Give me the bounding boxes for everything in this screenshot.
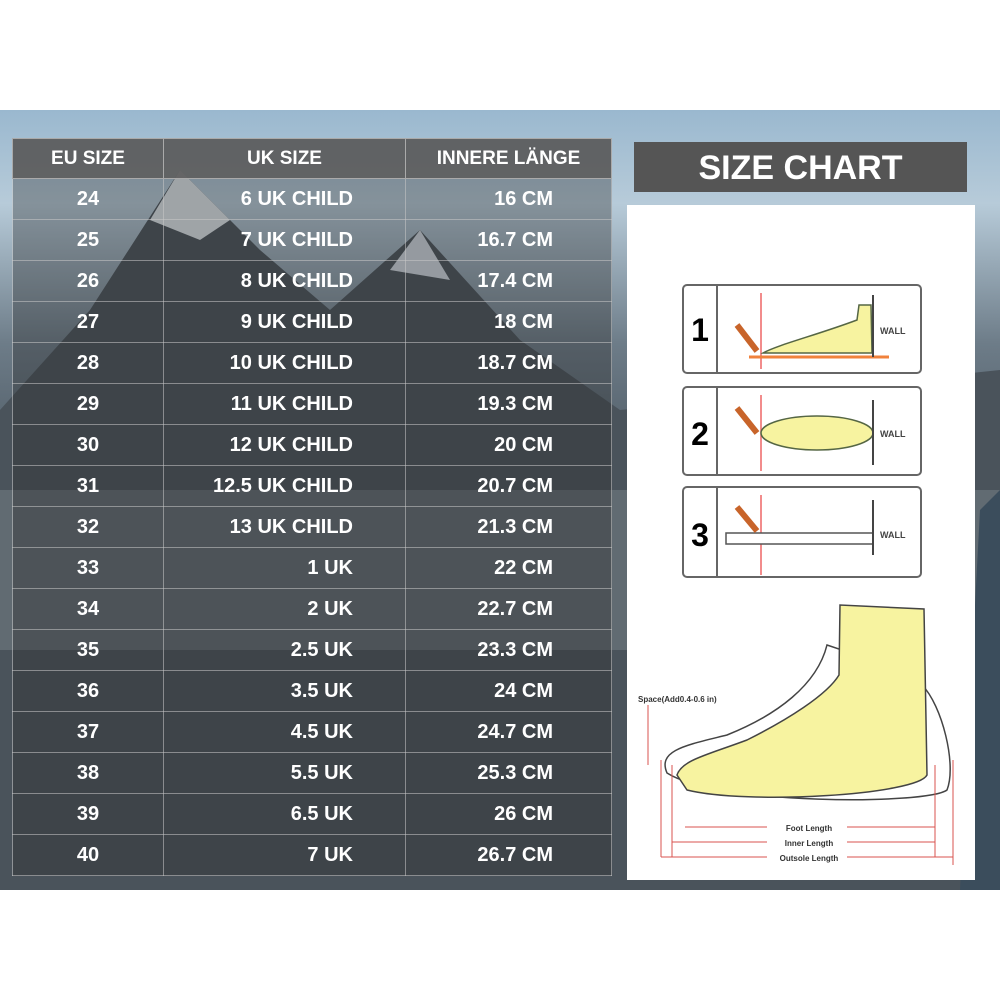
table-row: 29 11 UK CHILD 19.3 CM <box>12 383 612 425</box>
inner-length-cell: 26.7 CM <box>405 834 612 876</box>
eu-size-cell: 27 <box>12 301 164 343</box>
table-row: 34 2 UK 22.7 CM <box>12 588 612 630</box>
uk-size-cell: 13 UK CHILD <box>163 506 406 548</box>
eu-size-cell: 34 <box>12 588 164 630</box>
table-header: EU SIZE UK SIZE INNERE LÄNGE <box>12 138 612 179</box>
table-row: 37 4.5 UK 24.7 CM <box>12 711 612 753</box>
outsole-length-label: Outsole Length <box>780 854 839 863</box>
header-uk-size: UK SIZE <box>163 138 406 179</box>
table-row: 24 6 UK CHILD 16 CM <box>12 178 612 220</box>
uk-size-cell: 12 UK CHILD <box>163 424 406 466</box>
eu-size-cell: 40 <box>12 834 164 876</box>
inner-length-cell: 23.3 CM <box>405 629 612 671</box>
foot-length-label: Foot Length <box>786 824 832 833</box>
eu-size-cell: 25 <box>12 219 164 261</box>
inner-length-cell: 22 CM <box>405 547 612 589</box>
table-row: 26 8 UK CHILD 17.4 CM <box>12 260 612 302</box>
step-3: 3 WALL <box>682 486 922 578</box>
uk-size-cell: 7 UK <box>163 834 406 876</box>
inner-length-cell: 16.7 CM <box>405 219 612 261</box>
uk-size-cell: 7 UK CHILD <box>163 219 406 261</box>
inner-length-cell: 18 CM <box>405 301 612 343</box>
eu-size-cell: 36 <box>12 670 164 712</box>
eu-size-cell: 30 <box>12 424 164 466</box>
space-label: Space(Add0.4-0.6 in) <box>638 695 717 704</box>
wall-label: WALL <box>880 429 906 439</box>
table-row: 31 12.5 UK CHILD 20.7 CM <box>12 465 612 507</box>
foot-diagram: Space(Add0.4-0.6 in) Foot Length Inner L… <box>638 604 954 865</box>
size-chart-title: SIZE CHART <box>634 142 967 192</box>
inner-length-label: Inner Length <box>785 839 834 848</box>
uk-size-cell: 4.5 UK <box>163 711 406 753</box>
eu-size-cell: 39 <box>12 793 164 835</box>
step-number: 3 <box>691 517 709 553</box>
uk-size-cell: 6.5 UK <box>163 793 406 835</box>
table-row: 33 1 UK 22 CM <box>12 547 612 589</box>
inner-length-cell: 19.3 CM <box>405 383 612 425</box>
wall-label: WALL <box>880 530 906 540</box>
table-row: 39 6.5 UK 26 CM <box>12 793 612 835</box>
inner-length-cell: 21.3 CM <box>405 506 612 548</box>
inner-length-cell: 22.7 CM <box>405 588 612 630</box>
uk-size-cell: 2 UK <box>163 588 406 630</box>
eu-size-cell: 28 <box>12 342 164 384</box>
uk-size-cell: 5.5 UK <box>163 752 406 794</box>
measurement-panel: 1 WALL 2 WALL 3 WALL Space(Add0.4-0.6 in… <box>627 205 975 880</box>
eu-size-cell: 26 <box>12 260 164 302</box>
uk-size-cell: 1 UK <box>163 547 406 589</box>
eu-size-cell: 32 <box>12 506 164 548</box>
uk-size-cell: 3.5 UK <box>163 670 406 712</box>
inner-length-cell: 20.7 CM <box>405 465 612 507</box>
inner-length-cell: 18.7 CM <box>405 342 612 384</box>
inner-length-cell: 16 CM <box>405 178 612 220</box>
uk-size-cell: 2.5 UK <box>163 629 406 671</box>
eu-size-cell: 33 <box>12 547 164 589</box>
size-table: EU SIZE UK SIZE INNERE LÄNGE 24 6 UK CHIL… <box>12 138 612 876</box>
eu-size-cell: 37 <box>12 711 164 753</box>
table-row: 28 10 UK CHILD 18.7 CM <box>12 342 612 384</box>
table-row: 32 13 UK CHILD 21.3 CM <box>12 506 612 548</box>
uk-size-cell: 11 UK CHILD <box>163 383 406 425</box>
inner-length-cell: 17.4 CM <box>405 260 612 302</box>
eu-size-cell: 35 <box>12 629 164 671</box>
step-1: 1 WALL <box>682 284 922 374</box>
eu-size-cell: 31 <box>12 465 164 507</box>
step-number: 1 <box>691 312 709 348</box>
header-eu-size: EU SIZE <box>12 138 164 179</box>
uk-size-cell: 12.5 UK CHILD <box>163 465 406 507</box>
table-row: 25 7 UK CHILD 16.7 CM <box>12 219 612 261</box>
table-row: 40 7 UK 26.7 CM <box>12 834 612 876</box>
uk-size-cell: 6 UK CHILD <box>163 178 406 220</box>
table-row: 27 9 UK CHILD 18 CM <box>12 301 612 343</box>
table-row: 36 3.5 UK 24 CM <box>12 670 612 712</box>
eu-size-cell: 29 <box>12 383 164 425</box>
step-2: 2 WALL <box>682 386 922 476</box>
header-inner-length: INNERE LÄNGE <box>405 138 612 179</box>
table-row: 30 12 UK CHILD 20 CM <box>12 424 612 466</box>
inner-length-cell: 26 CM <box>405 793 612 835</box>
measurement-diagram: 1 WALL 2 WALL 3 WALL Space(Add0.4-0.6 in… <box>638 284 954 865</box>
eu-size-cell: 24 <box>12 178 164 220</box>
inner-length-cell: 24 CM <box>405 670 612 712</box>
step-number: 2 <box>691 416 709 452</box>
uk-size-cell: 9 UK CHILD <box>163 301 406 343</box>
wall-label: WALL <box>880 326 906 336</box>
table-row: 35 2.5 UK 23.3 CM <box>12 629 612 671</box>
inner-length-cell: 24.7 CM <box>405 711 612 753</box>
inner-length-cell: 25.3 CM <box>405 752 612 794</box>
table-row: 38 5.5 UK 25.3 CM <box>12 752 612 794</box>
uk-size-cell: 10 UK CHILD <box>163 342 406 384</box>
uk-size-cell: 8 UK CHILD <box>163 260 406 302</box>
eu-size-cell: 38 <box>12 752 164 794</box>
inner-length-cell: 20 CM <box>405 424 612 466</box>
